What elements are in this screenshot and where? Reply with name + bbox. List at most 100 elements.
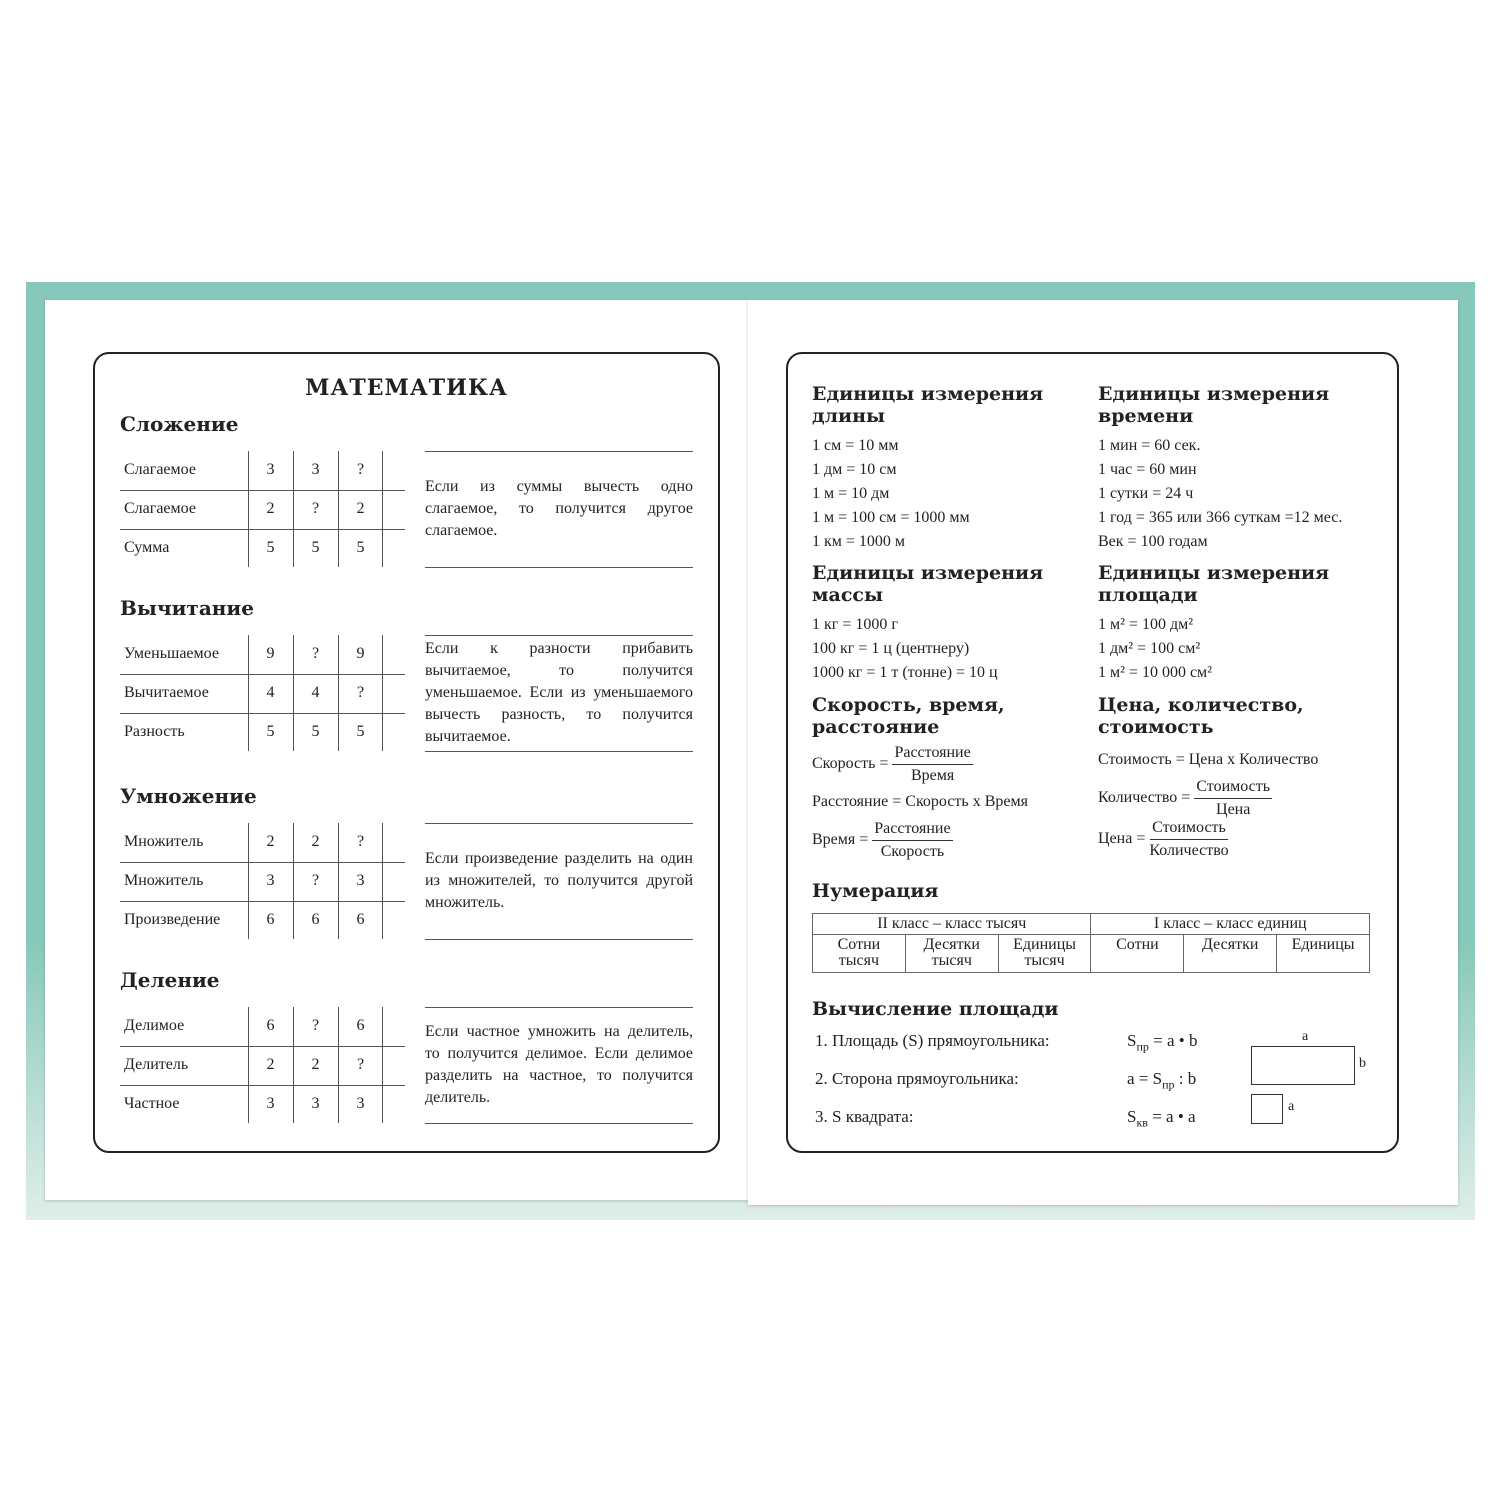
cell: 2 (266, 833, 275, 850)
page-title: МАТЕМАТИКА (305, 375, 508, 401)
rule-text: Если из суммы вычесть одно слагаемое, то… (425, 478, 693, 539)
cell: 3 (266, 872, 275, 889)
row-line (120, 901, 405, 902)
section-heading: Вычитание (120, 596, 254, 620)
formula-part: = a • a (1147, 1107, 1196, 1126)
formula-line: 1 м² = 10 000 см² (1098, 664, 1212, 681)
cell: 3 (356, 1095, 365, 1112)
row-label: Уменьшаемое (124, 645, 219, 662)
col-line (382, 1007, 383, 1123)
cell: 5 (311, 539, 320, 556)
rank-cell: Сотни тысяч (812, 934, 906, 973)
cell: ? (356, 684, 365, 701)
row-label: Разность (124, 723, 185, 740)
rule-line (425, 451, 693, 452)
numerator: Стоимость (1194, 776, 1273, 799)
formula-part: S (1127, 1031, 1137, 1050)
fraction-formula: Цена = Стоимость Количество (1098, 819, 1388, 859)
denominator: Время (910, 766, 955, 784)
cell: 3 (356, 872, 365, 889)
rank-cell: Единицы тысяч (997, 934, 1092, 973)
denominator: Количество (1149, 841, 1229, 859)
row-label: Делитель (124, 1056, 189, 1073)
row-label: Частное (124, 1095, 180, 1112)
formula-line: Стоимость = Цена х Количество (1098, 751, 1319, 768)
rule-line (425, 635, 693, 636)
cell: 6 (266, 1017, 275, 1034)
area-formula: a = Sпр : b (1127, 1067, 1196, 1096)
block-heading: Единицы измерения длины (812, 383, 1044, 427)
formula-line: 1 кг = 1000 г (812, 616, 898, 633)
cell: ? (356, 1056, 365, 1073)
section-heading: Сложение (120, 412, 239, 436)
formula-lhs: Время = (812, 831, 869, 848)
cell: 3 (266, 461, 275, 478)
rule-text: Если к разности прибавить вычитаемое, то… (425, 640, 693, 745)
rule-box: Если частное умножить на делитель, то по… (425, 1007, 693, 1123)
area-heading: Вычисление площади (812, 998, 1059, 1020)
formula-lhs: Скорость = (812, 755, 889, 772)
rank-text: Сотни тысяч (837, 936, 881, 969)
unit-block: Единицы измерения массы 1 кг = 1000 г 100 … (812, 562, 1102, 685)
rule-text: Если частное умножить на делитель, то по… (425, 1023, 693, 1106)
row-label: Делимое (124, 1017, 185, 1034)
cell: 6 (311, 911, 320, 928)
formula-line: 1000 кг = 1 т (тонне) = 10 ц (812, 664, 998, 681)
col-line (338, 1007, 339, 1123)
col-line (338, 823, 339, 939)
formula-part: S (1127, 1107, 1137, 1126)
rule-line (425, 1007, 693, 1008)
dim-label: a (1302, 1029, 1309, 1044)
subscript: кв (1136, 1115, 1148, 1130)
unit-block: Цена, количество, стоимость Стоимость = Ц… (1098, 694, 1388, 861)
class-row: II класс – класс тысяч I класс – класс ед… (811, 913, 1370, 935)
cell: ? (356, 833, 365, 850)
area-formula: Sкв = a • a (1127, 1105, 1196, 1134)
formula-line: 1 см = 10 мм (812, 437, 899, 454)
formula-line: 1 дм² = 100 см² (1098, 640, 1201, 657)
formula-line: 1 мин = 60 сек. (1098, 437, 1201, 454)
unit-block: Единицы измерения длины 1 см = 10 мм 1 дм … (812, 383, 1102, 554)
col-line (382, 823, 383, 939)
cell: 3 (311, 1095, 320, 1112)
col-line (338, 451, 339, 567)
numerator: Расстояние (892, 742, 973, 765)
formula-line: 1 час = 60 мин (1098, 461, 1197, 478)
col-line (248, 451, 249, 567)
col-line (338, 635, 339, 751)
cell: 4 (266, 684, 275, 701)
row-label: Слагаемое (124, 500, 196, 517)
right-page (748, 300, 1458, 1205)
cell: 5 (311, 723, 320, 740)
rank-text: Десятки тысяч (923, 936, 980, 969)
row-line (120, 1085, 405, 1086)
fraction-formula: Время = Расстояние Скорость (812, 820, 1102, 860)
cell: ? (356, 461, 365, 478)
cell: 6 (266, 911, 275, 928)
rank-text: Сотни (1116, 936, 1159, 953)
left-frame (93, 352, 720, 1153)
formula-line: 1 м = 100 см = 1000 мм (812, 509, 970, 526)
section-heading: Умножение (120, 784, 257, 808)
rank-row: Сотни тысяч Десятки тысяч Единицы тысяч Сот… (812, 934, 1370, 973)
rank-cell: Единицы (1276, 934, 1370, 973)
col-line (293, 823, 294, 939)
formula-line: 100 кг = 1 ц (центнеру) (812, 640, 970, 657)
row-line (120, 862, 405, 863)
cell: 2 (266, 1056, 275, 1073)
block-heading: Единицы измерения площади (1098, 562, 1330, 606)
area-label: 3. S квадрата: (815, 1107, 914, 1126)
unit-block: Скорость, время, расстояние Скорость = Рас… (812, 694, 1102, 862)
area-formula: Sпр = a • b (1127, 1029, 1197, 1058)
cell: 5 (356, 723, 365, 740)
row-line (120, 713, 405, 714)
formula-line: 1 м = 10 дм (812, 485, 890, 502)
subscript: пр (1136, 1039, 1149, 1054)
rank-text: Единицы (1291, 936, 1355, 953)
rule-box: Если произведение разделить на один из м… (425, 823, 693, 939)
rule-line (425, 751, 693, 752)
rectangle (1251, 1046, 1355, 1085)
rank-text: Десятки (1202, 936, 1259, 953)
